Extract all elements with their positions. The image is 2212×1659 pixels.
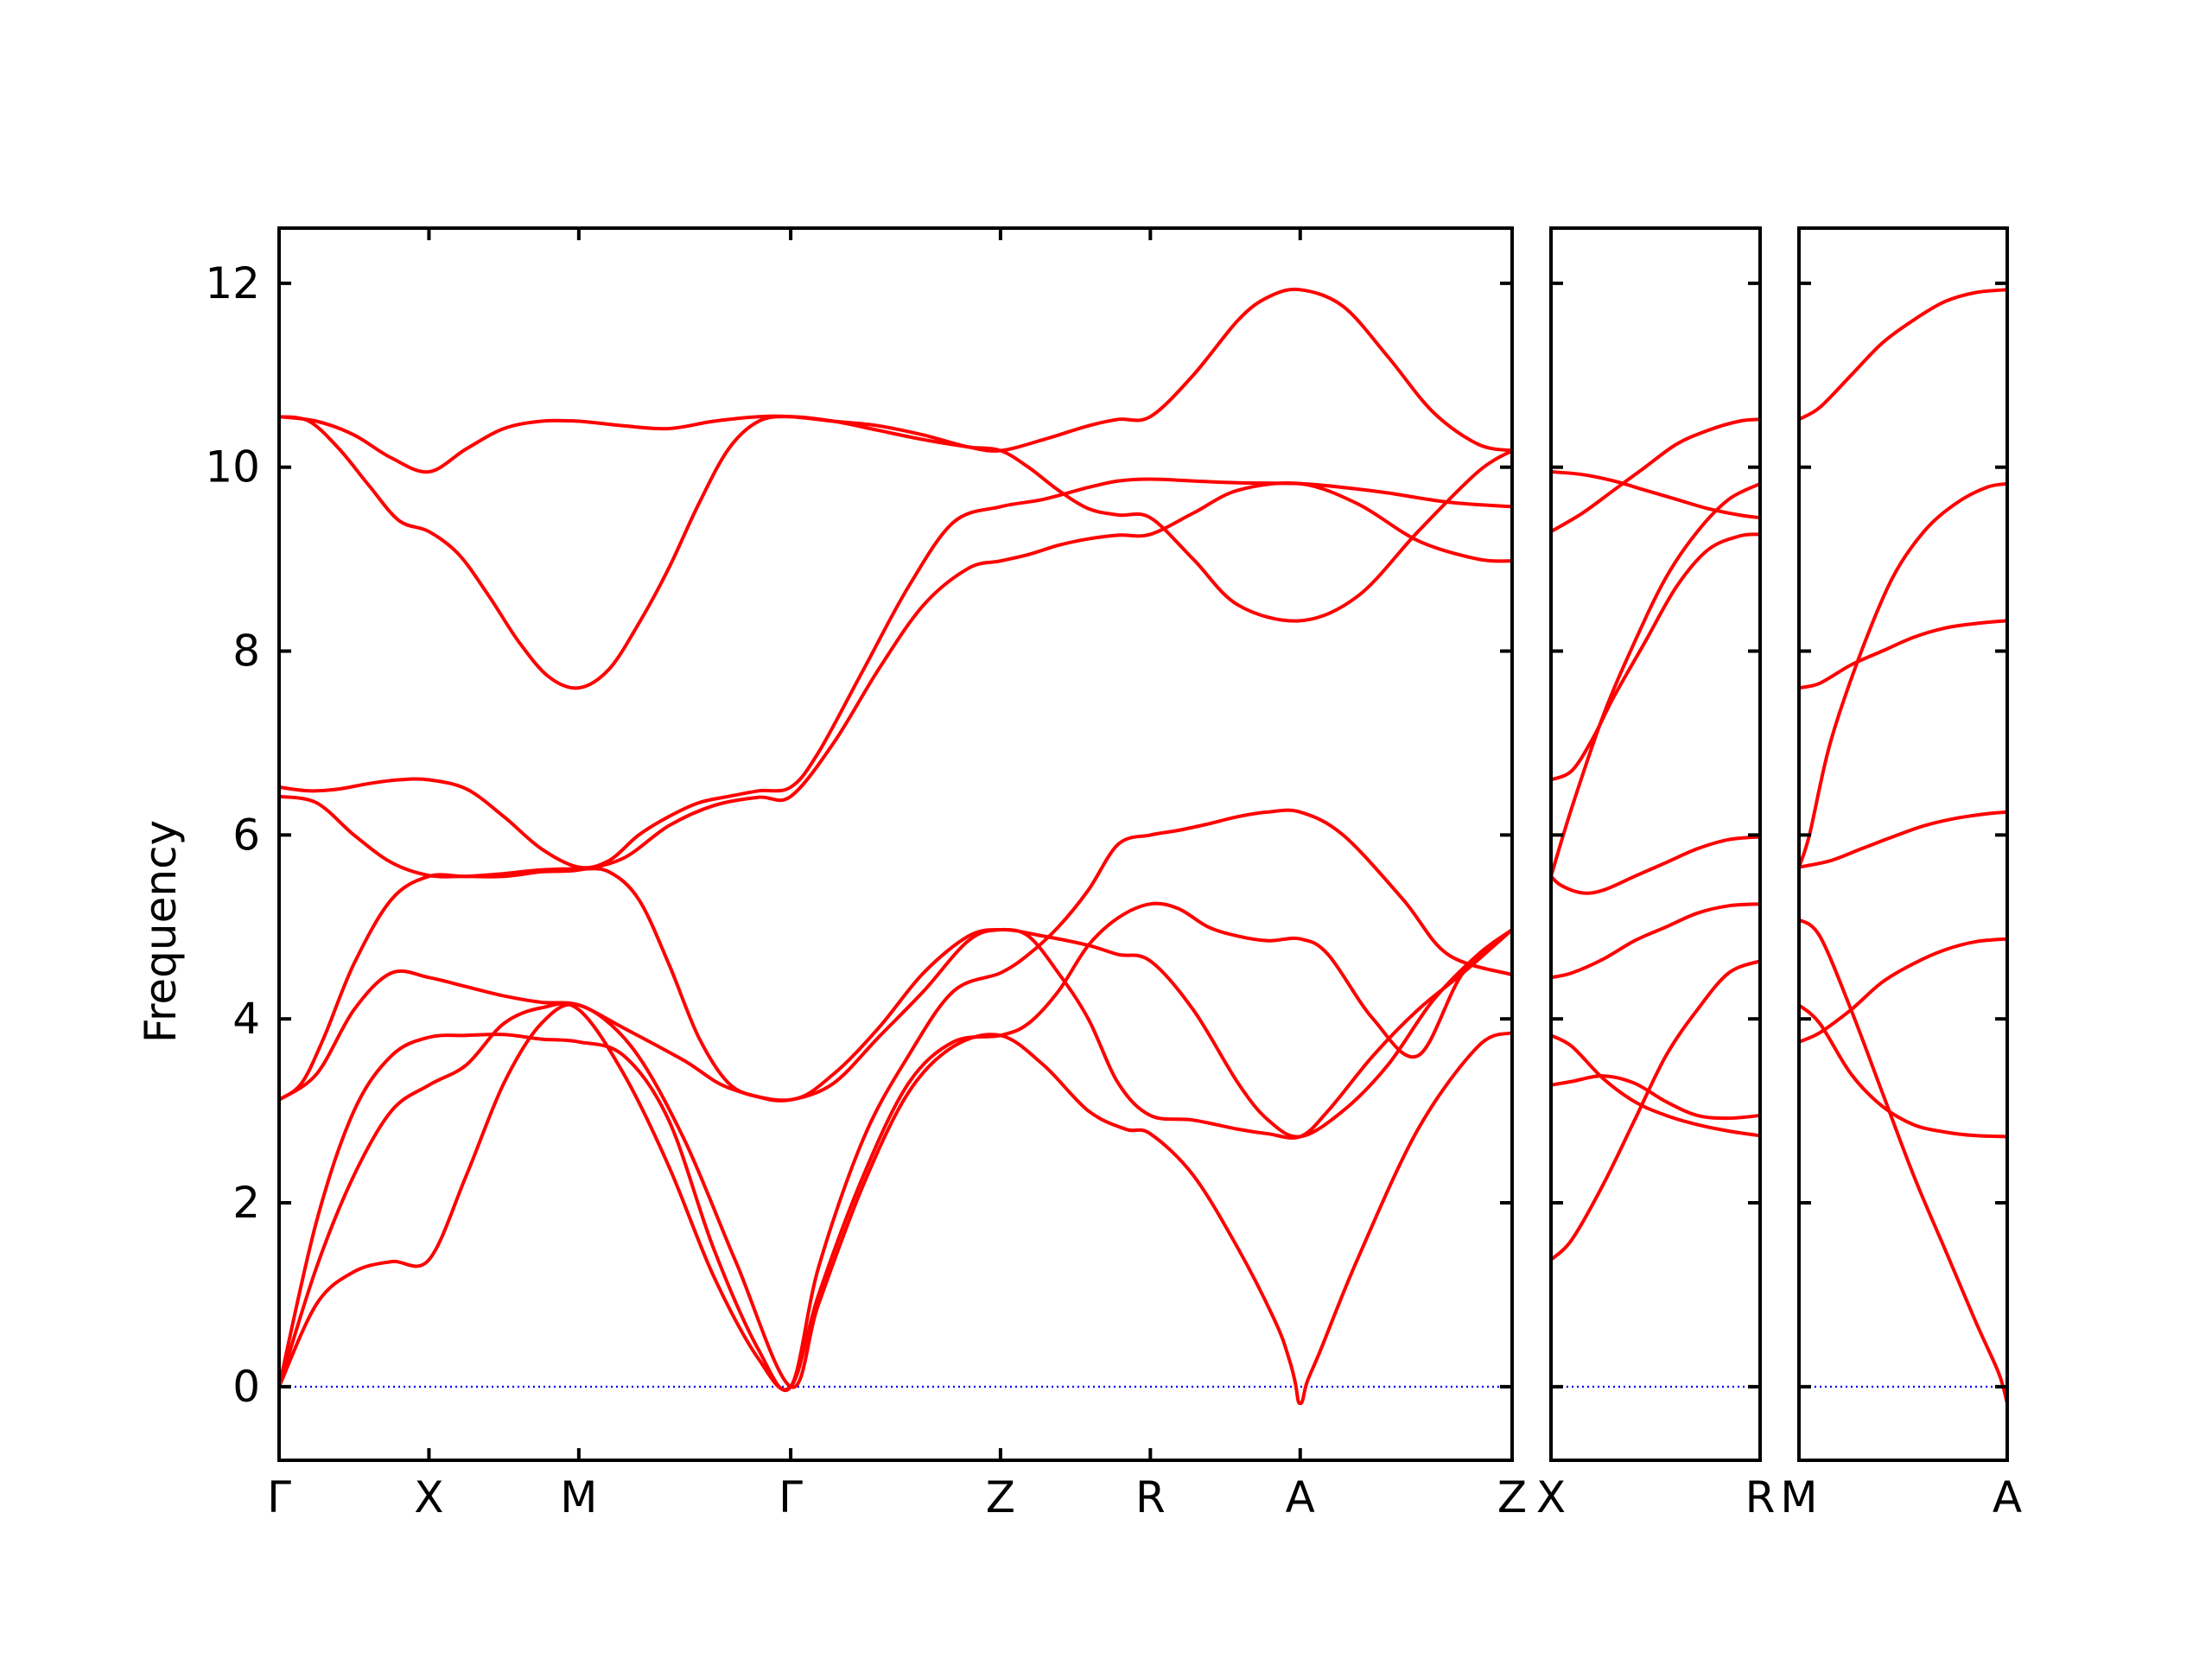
- band-line-2: [1551, 1074, 1760, 1121]
- x-tick-label: A: [1286, 1472, 1315, 1522]
- y-tick-label: 0: [232, 1362, 260, 1412]
- axes-frame: [1797, 226, 2009, 1462]
- y-tick-label: 10: [205, 442, 260, 493]
- axes-frame: [1549, 226, 1762, 1462]
- y-tick-label: 4: [232, 994, 260, 1044]
- band-line-8: [1551, 470, 1760, 520]
- band-group: [1799, 288, 2007, 1405]
- panel-main: 0 2 4 6 8 10 12 Γ X M Γ Z R A Z: [205, 226, 1527, 1522]
- band-line-1: [279, 1002, 1512, 1406]
- x-tick-label: Z: [986, 1472, 1015, 1522]
- axes-frame: [277, 226, 1514, 1462]
- band-line-6: [1551, 481, 1760, 879]
- x-tick-label: Γ: [779, 1472, 803, 1522]
- band-line-5: [279, 867, 1512, 1139]
- band-line-9: [279, 287, 1512, 474]
- band-line-2: [279, 901, 1512, 1392]
- x-tick-label: R: [1135, 1472, 1166, 1522]
- band-line-7: [1799, 288, 2007, 422]
- x-tick-label: Z: [1497, 1472, 1527, 1522]
- band-line-2: [1799, 1003, 2007, 1139]
- x-tick-label: R: [1745, 1472, 1776, 1522]
- y-tick-label: 2: [232, 1178, 260, 1228]
- band-line-6: [1799, 619, 2007, 690]
- x-tick-label: X: [1536, 1472, 1566, 1522]
- band-line-4: [1799, 810, 2007, 869]
- band-line-5: [1799, 481, 2007, 869]
- y-tick-label: 8: [232, 626, 260, 677]
- band-line-7: [279, 477, 1512, 870]
- band-line-8: [279, 415, 1512, 690]
- band-line-6: [279, 481, 1512, 879]
- band-line-7: [1551, 532, 1760, 782]
- y-tick-label: 6: [232, 810, 260, 860]
- x-tick-label: M: [1780, 1472, 1817, 1522]
- x-tick-label: A: [1993, 1472, 2022, 1522]
- x-tick-label: Γ: [267, 1472, 291, 1522]
- y-axis-label: Frequency: [136, 820, 186, 1043]
- band-group: [279, 287, 1512, 1406]
- y-tick-label: 12: [205, 258, 260, 308]
- band-line-5: [1551, 835, 1760, 895]
- band-line-9: [1551, 417, 1760, 534]
- band-group: [1551, 417, 1760, 1262]
- band-line-3: [279, 808, 1512, 1393]
- band-line-1: [1799, 918, 2007, 1405]
- band-line-1: [1551, 959, 1760, 1262]
- x-tick-label: X: [414, 1472, 443, 1522]
- band-line-3: [1799, 937, 2007, 1044]
- band-line-4: [1551, 902, 1760, 980]
- x-tick-label: M: [560, 1472, 597, 1522]
- band-line-3: [1551, 1033, 1760, 1138]
